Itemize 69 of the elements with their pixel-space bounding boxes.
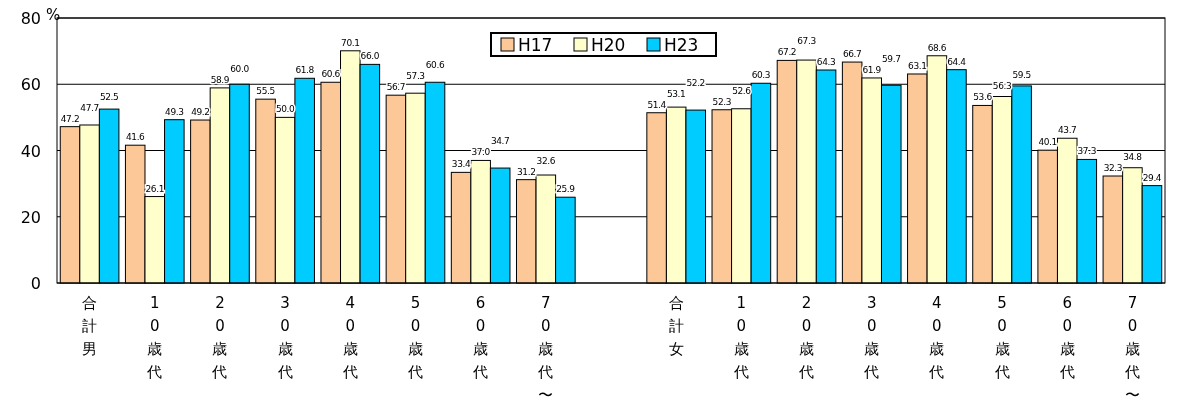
text: 64.4 bbox=[947, 56, 966, 67]
x-tick-label: 40歳代 bbox=[928, 294, 945, 381]
text: 61.9 bbox=[862, 64, 881, 75]
text: 67.3 bbox=[797, 36, 816, 47]
text: 55.5 bbox=[256, 86, 275, 97]
text: 47.7 bbox=[80, 102, 99, 113]
text: 25.9 bbox=[556, 184, 575, 195]
legend-label: H20 bbox=[591, 35, 626, 55]
text: 52.6 bbox=[732, 85, 751, 96]
text: 53.1 bbox=[666, 88, 686, 99]
text: 43.7 bbox=[1058, 125, 1077, 136]
x-tick-label: 20歳代 bbox=[211, 294, 228, 381]
x-tick-label: 10歳代 bbox=[146, 294, 163, 381]
text: 41.6 bbox=[125, 132, 145, 143]
text: 64.3 bbox=[816, 57, 836, 68]
x-tick-label: 30歳代 bbox=[276, 294, 293, 381]
x-tick-label: 70歳代〜 bbox=[537, 294, 554, 404]
text: 51.4 bbox=[647, 99, 666, 110]
text: 32.3 bbox=[1103, 163, 1123, 174]
x-tick-label: 50歳代 bbox=[993, 294, 1010, 381]
legend-label: H23 bbox=[664, 35, 699, 55]
text: 60.6 bbox=[425, 60, 445, 71]
y-tick-label: 20 bbox=[20, 207, 41, 227]
x-tick-label: 50歳代 bbox=[406, 294, 423, 381]
text: 60.3 bbox=[751, 70, 771, 81]
text: 34.7 bbox=[490, 136, 510, 147]
text: 34.8 bbox=[1123, 152, 1142, 163]
text: 52.3 bbox=[712, 96, 732, 107]
text: 29.4 bbox=[1142, 172, 1162, 183]
legend-label: H17 bbox=[518, 35, 553, 55]
text: 66.7 bbox=[842, 49, 862, 60]
x-tick-label: 10歳代 bbox=[732, 294, 749, 381]
text: 49.3 bbox=[165, 106, 184, 117]
text: 26.1 bbox=[145, 183, 164, 194]
text: 57.3 bbox=[406, 71, 425, 82]
text: 52.5 bbox=[99, 91, 119, 102]
text: 31.2 bbox=[517, 166, 536, 177]
x-tick-label: 60歳代 bbox=[472, 294, 489, 381]
text: 60.0 bbox=[230, 63, 249, 74]
text: 66.0 bbox=[360, 51, 380, 62]
text: 32.6 bbox=[536, 155, 556, 166]
text: 63.1 bbox=[908, 60, 927, 71]
text: 59.7 bbox=[882, 53, 901, 64]
text: 67.2 bbox=[777, 47, 797, 58]
x-tick-label: 合計男 bbox=[82, 294, 98, 358]
y-tick-label: 80 bbox=[20, 9, 41, 28]
x-tick-label: 60歳代 bbox=[1058, 294, 1075, 381]
y-tick-label: 0 bbox=[30, 274, 41, 293]
text: 60.6 bbox=[321, 69, 340, 80]
text: 49.2 bbox=[191, 107, 210, 118]
x-tick-label: 20歳代 bbox=[798, 294, 815, 381]
text: 70.1 bbox=[341, 37, 360, 48]
x-tick-label: 合計女 bbox=[668, 294, 684, 358]
text: 56.7 bbox=[386, 82, 406, 93]
x-tick-label: 30歳代 bbox=[863, 294, 880, 381]
text: 40.1 bbox=[1038, 137, 1057, 148]
text: 53.6 bbox=[973, 92, 992, 103]
y-axis-title: % bbox=[46, 6, 61, 24]
text: 59.5 bbox=[1012, 70, 1031, 81]
x-tick-label: 40歳代 bbox=[341, 294, 358, 381]
y-tick-label: 40 bbox=[20, 141, 41, 161]
text: 47.2 bbox=[60, 113, 80, 124]
text: 58.9 bbox=[210, 74, 230, 85]
y-tick-label: 60 bbox=[20, 75, 41, 95]
text: 50.0 bbox=[275, 104, 295, 115]
x-tick-label: 70歳代〜 bbox=[1123, 294, 1140, 404]
text: 61.8 bbox=[295, 65, 314, 76]
text: 33.4 bbox=[451, 159, 471, 170]
text: 68.6 bbox=[927, 42, 947, 53]
